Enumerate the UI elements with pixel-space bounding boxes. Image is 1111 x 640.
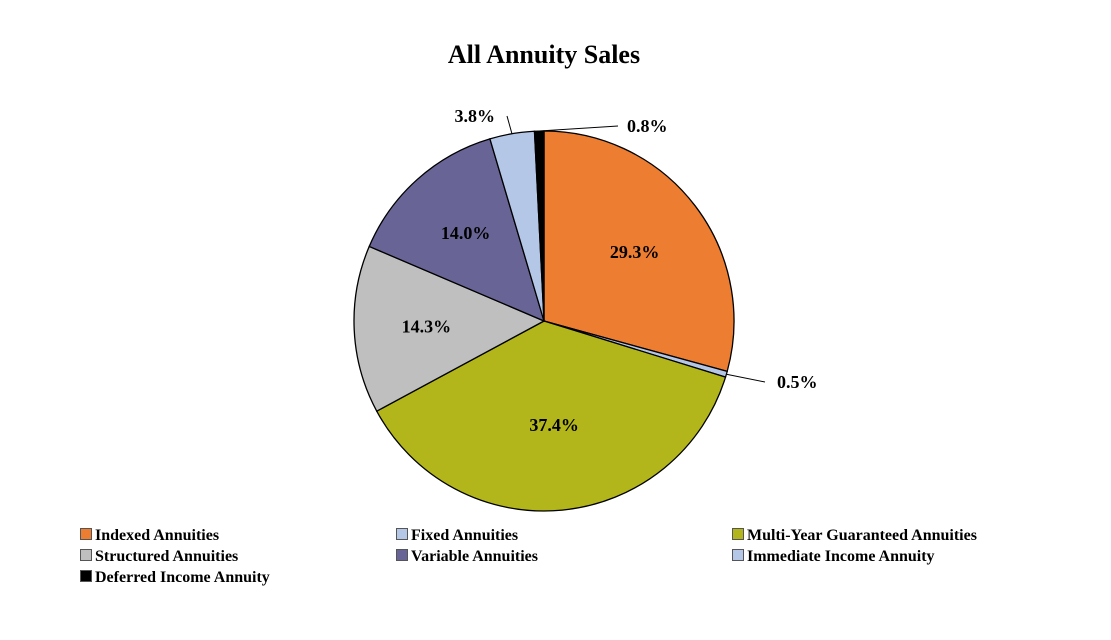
legend-swatch <box>732 549 744 561</box>
data-label: 37.4% <box>529 415 579 435</box>
legend-label: Fixed Annuities <box>411 527 519 544</box>
legend-label: Indexed Annuities <box>95 527 220 544</box>
chart-title: All Annuity Sales <box>447 40 641 69</box>
pie-slice-multi-year-guaranteed-annuities <box>375 320 727 512</box>
legend-swatch <box>396 528 408 540</box>
legend-row: Structured Annuities Variable Annuities Im… <box>80 546 1040 567</box>
data-label: 3.8% <box>455 106 496 126</box>
legend-label: Multi-Year Guaranteed Annuities <box>747 527 977 544</box>
data-label: 14.3% <box>402 316 452 336</box>
legend-item: Variable Annuities <box>396 546 538 567</box>
leader-line <box>539 125 619 132</box>
legend-swatch <box>396 549 408 561</box>
data-label: 0.8% <box>627 116 668 136</box>
legend: Indexed Annuities Fixed Annuities Multi-Ye… <box>80 525 1040 588</box>
legend-swatch <box>80 528 92 540</box>
legend-swatch <box>732 528 744 540</box>
legend-item: Structured Annuities <box>80 546 238 567</box>
data-label: 14.0% <box>441 223 491 243</box>
legend-label: Deferred Income Annuity <box>95 569 270 586</box>
legend-row: Deferred Income Annuity <box>80 567 1040 588</box>
legend-item: Fixed Annuities <box>396 525 518 546</box>
data-label: 0.5% <box>777 372 818 392</box>
pie-slice-indexed-annuities <box>543 130 735 373</box>
data-label: 29.3% <box>610 242 660 262</box>
leader-line <box>506 115 513 134</box>
pie-slice-structured-annuities <box>353 245 546 413</box>
legend-label: Structured Annuities <box>95 548 239 565</box>
legend-item: Immediate Income Annuity <box>732 546 935 567</box>
pie-slice-variable-annuities <box>368 138 546 323</box>
legend-row: Indexed Annuities Fixed Annuities Multi-Ye… <box>80 525 1040 546</box>
legend-label: Variable Annuities <box>411 548 538 565</box>
legend-item: Indexed Annuities <box>80 525 219 546</box>
legend-label: Immediate Income Annuity <box>747 548 935 565</box>
legend-swatch <box>80 549 92 561</box>
legend-item: Deferred Income Annuity <box>80 567 270 588</box>
legend-swatch <box>80 570 92 582</box>
legend-item: Multi-Year Guaranteed Annuities <box>732 525 977 546</box>
leader-line <box>726 373 766 383</box>
